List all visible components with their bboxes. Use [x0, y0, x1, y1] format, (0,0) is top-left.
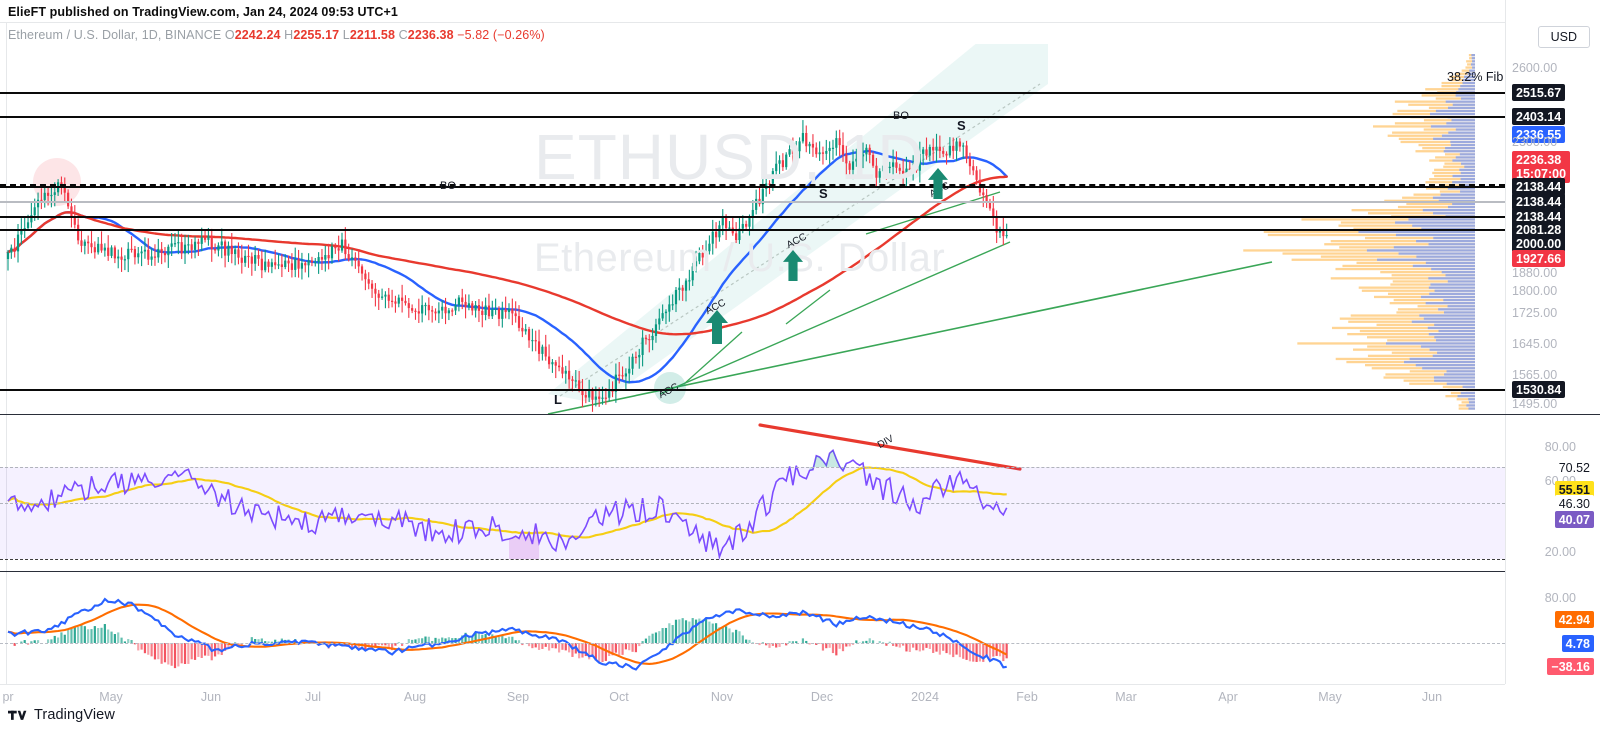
macd-value-label[interactable]: −38.16 [1547, 658, 1594, 676]
price-level-line[interactable] [0, 92, 1505, 94]
legend-high-value: 2255.17 [293, 28, 340, 42]
rsi-axis-tick: 20.00 [1544, 545, 1576, 559]
price-level-label[interactable]: 1927.66 [1512, 250, 1566, 268]
rsi-panel[interactable]: DIV [0, 415, 1505, 571]
annotation-swing-low[interactable]: L [554, 392, 562, 407]
time-axis-tick: Aug [403, 690, 427, 704]
legend-open-value: 2242.24 [234, 28, 281, 42]
time-axis[interactable]: pr May Jun Jul Aug Sep Oct Nov Dec 2024 Feb Mar Apr M… [0, 684, 1505, 710]
time-axis-tick: Oct [609, 690, 629, 704]
price-axis-tick: 1880.00 [1512, 266, 1558, 280]
tradingview-logo-icon [8, 710, 27, 720]
annotation-breakout[interactable]: BO [893, 110, 909, 122]
legend-close-value: 2236.38 [407, 28, 454, 42]
price-series-svg [6, 44, 1475, 414]
price-level-line[interactable] [0, 201, 1505, 203]
annotation-swing[interactable]: S [819, 186, 828, 201]
rsi-value-label[interactable]: 70.52 [1554, 459, 1594, 477]
price-level-line[interactable] [0, 186, 1505, 188]
time-axis-tick: Jun [200, 690, 222, 704]
buy-arrow-icon [706, 310, 728, 344]
legend-symbol[interactable]: Ethereum / U.S. Dollar, 1D, BINANCE [8, 28, 222, 42]
time-axis-tick: pr [2, 690, 14, 704]
legend-high-key: H [284, 28, 294, 42]
rsi-lower-line [0, 559, 1505, 560]
header-divider [0, 22, 1505, 23]
annotation-swing[interactable]: S [957, 118, 966, 133]
publication-line: ElieFT published on TradingView.com, Jan… [8, 5, 398, 19]
time-axis-tick: Jul [305, 690, 321, 704]
price-level-line[interactable] [0, 389, 1505, 391]
price-level-label[interactable]: 2236.38 15:07:00 [1512, 151, 1571, 183]
rsi-zone-band [0, 467, 1505, 559]
buy-arrow-icon [927, 168, 949, 199]
price-label-time: 15:07:00 [1516, 166, 1567, 181]
annotation-breakout[interactable]: BO [440, 180, 456, 192]
rsi-value-label[interactable]: 46.30 [1554, 495, 1594, 513]
price-axis-tick: 1495.00 [1512, 397, 1558, 411]
price-level-label[interactable]: 2081.28 [1512, 221, 1566, 239]
time-axis-tick: Apr [1218, 690, 1238, 704]
time-axis-tick: Jun [1421, 690, 1443, 704]
time-axis-tick: Nov [710, 690, 734, 704]
macd-panel[interactable] [0, 572, 1505, 684]
plot-left-border [6, 22, 7, 684]
price-axis-tick: 1800.00 [1512, 284, 1558, 298]
chart-legend[interactable]: Ethereum / U.S. Dollar, 1D, BINANCE O224… [8, 28, 545, 42]
price-level-label[interactable]: 2138.44 [1512, 178, 1566, 196]
rsi-value-label[interactable]: 40.07 [1554, 511, 1594, 529]
macd-axis-tick: 80.00 [1544, 591, 1576, 605]
macd-zero-line [0, 643, 1505, 644]
legend-open-key: O [224, 28, 235, 42]
time-axis-tick: Feb [1016, 690, 1038, 704]
legend-change: −5.82 (−0.26%) [457, 28, 545, 42]
price-chart-panel[interactable]: ETHUSD, 1D Ethereum / U.S. Dollar [0, 44, 1505, 414]
time-axis-tick: Dec [810, 690, 834, 704]
rsi-upper-line [0, 467, 1505, 468]
rsi-middle-line [0, 503, 1505, 504]
price-level-label[interactable]: 2403.14 [1512, 108, 1566, 126]
panel-divider-price-rsi[interactable] [0, 414, 1505, 415]
price-level-label[interactable]: 2138.44 [1512, 193, 1566, 211]
legend-low-value: 2211.58 [349, 28, 396, 42]
price-axis-tick: 1645.00 [1512, 337, 1558, 351]
price-level-line[interactable] [0, 216, 1505, 218]
price-axis-tick: 2300.00 [1512, 135, 1558, 149]
price-axis[interactable]: USD 2600.00 2515.67 2403.14 2336.55 2300.00 2… [1505, 0, 1600, 684]
price-axis-tick: 2600.00 [1512, 61, 1558, 75]
price-level-label[interactable]: 2000.00 [1512, 235, 1566, 253]
time-axis-tick: 2024 [911, 690, 939, 704]
macd-value-label[interactable]: 4.78 [1561, 635, 1594, 653]
time-axis-tick: May [1318, 690, 1342, 704]
price-level-line[interactable] [0, 116, 1505, 118]
brand-name: TradingView [34, 707, 115, 723]
currency-badge[interactable]: USD [1537, 26, 1590, 48]
macd-value-label[interactable]: 42.94 [1554, 611, 1594, 629]
rsi-axis-tick: 80.00 [1544, 440, 1576, 454]
price-level-label[interactable]: 2336.55 [1512, 126, 1566, 144]
annotation-fib[interactable]: 38.2% Fib [1447, 70, 1504, 84]
panel-divider-rsi-macd[interactable] [0, 571, 1505, 572]
time-axis-tick: May [99, 690, 123, 704]
legend-low-key: L [342, 28, 350, 42]
price-axis-tick: 1725.00 [1512, 306, 1558, 320]
footer: TradingView [8, 707, 115, 723]
time-axis-tick: Mar [1115, 690, 1137, 704]
price-level-line[interactable] [0, 229, 1505, 231]
rsi-value-label[interactable]: 55.51 [1554, 481, 1594, 499]
legend-close-key: C [398, 28, 408, 42]
price-axis-tick: 1565.00 [1512, 368, 1558, 382]
price-level-line[interactable] [0, 184, 1505, 186]
price-level-label[interactable]: 2515.67 [1512, 84, 1566, 102]
price-level-label[interactable]: 1530.84 [1512, 381, 1566, 399]
time-axis-tick: Sep [506, 690, 530, 704]
macd-series-svg [7, 597, 1008, 671]
buy-arrow-icon [782, 250, 804, 281]
